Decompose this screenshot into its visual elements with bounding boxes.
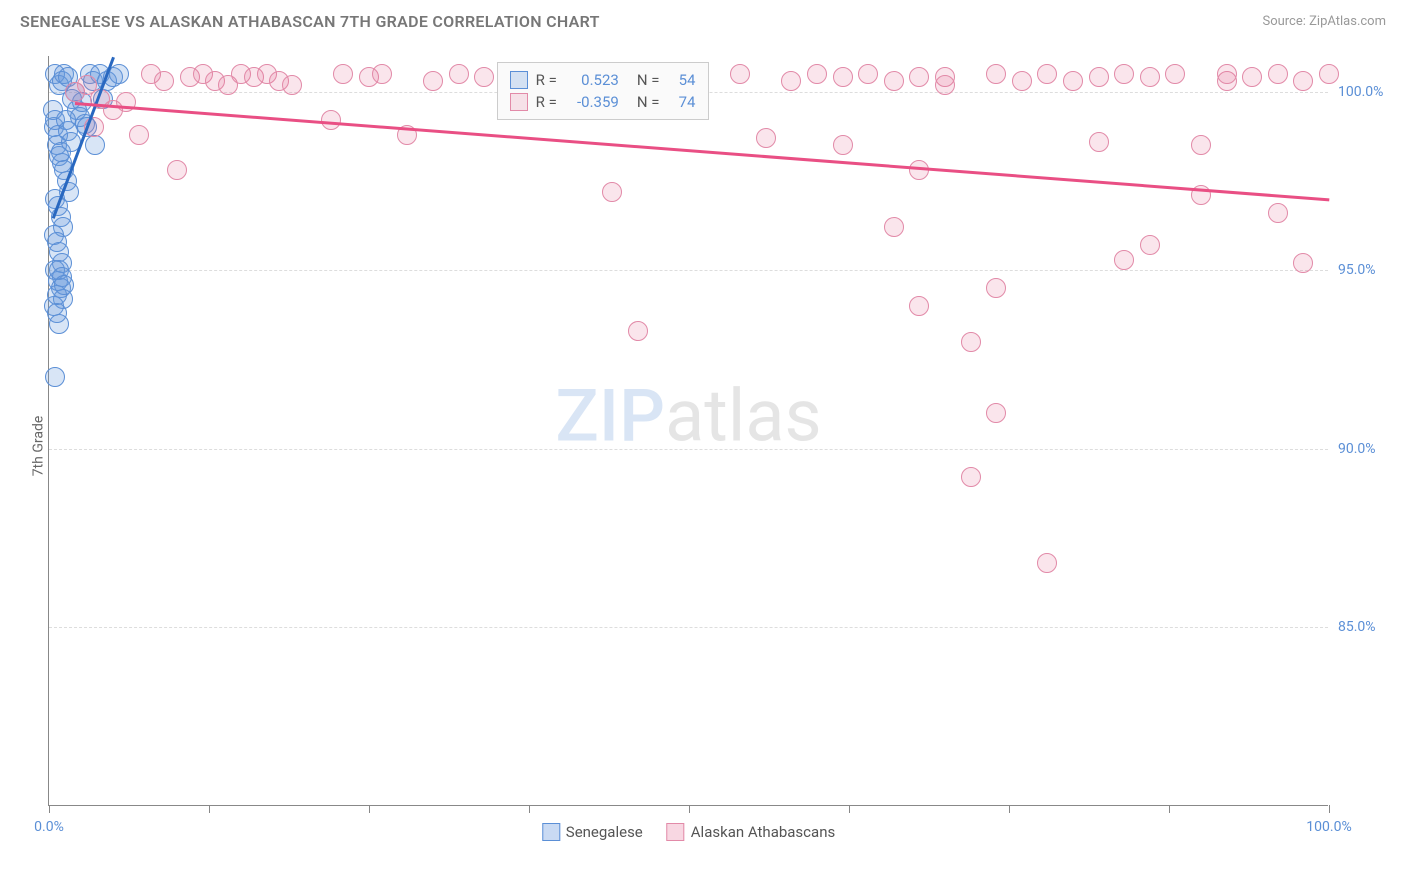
scatter-point <box>884 71 904 91</box>
scatter-point <box>167 160 187 180</box>
scatter-point <box>423 71 443 91</box>
watermark-atlas: atlas <box>665 373 822 458</box>
scatter-point <box>1089 132 1109 152</box>
scatter-point <box>1165 64 1185 84</box>
scatter-point <box>961 467 981 487</box>
x-tick <box>849 805 850 813</box>
legend-label: Alaskan Athabascans <box>691 823 835 841</box>
stats-n-value: 74 <box>668 93 696 111</box>
x-tick <box>1329 805 1330 813</box>
scatter-point <box>1293 71 1313 91</box>
stats-r-label: R = <box>536 71 557 89</box>
scatter-point <box>628 321 648 341</box>
scatter-point <box>109 64 129 84</box>
legend-label: Senegalese <box>566 823 643 841</box>
chart-plot-area: ZIPatlas SenegaleseAlaskan Athabascans 8… <box>48 56 1328 806</box>
scatter-point <box>1037 553 1057 573</box>
y-tick-label: 85.0% <box>1338 619 1398 635</box>
gridline-h <box>49 449 1328 450</box>
x-tick <box>369 805 370 813</box>
stats-r-value: 0.523 <box>565 71 619 89</box>
scatter-point <box>858 64 878 84</box>
stats-n-label: N = <box>637 93 660 111</box>
source-label: Source: ZipAtlas.com <box>1262 14 1386 29</box>
scatter-point <box>1012 71 1032 91</box>
scatter-point <box>1319 64 1339 84</box>
legend-swatch <box>510 71 528 89</box>
scatter-point <box>1293 253 1313 273</box>
scatter-point <box>449 64 469 84</box>
scatter-point <box>1063 71 1083 91</box>
scatter-point <box>282 75 302 95</box>
scatter-point <box>1140 67 1160 87</box>
scatter-point <box>1114 64 1134 84</box>
stats-r-value: -0.359 <box>565 93 619 111</box>
scatter-point <box>602 182 622 202</box>
scatter-point <box>1191 135 1211 155</box>
scatter-point <box>935 75 955 95</box>
scatter-point <box>1089 67 1109 87</box>
scatter-point <box>85 135 105 155</box>
scatter-point <box>45 367 65 387</box>
scatter-point <box>986 403 1006 423</box>
stats-box: R = 0.523 N = 54 R = -0.359 N = 74 <box>497 62 709 120</box>
scatter-point <box>909 67 929 87</box>
legend-item: Senegalese <box>542 823 643 841</box>
x-tick <box>49 805 50 813</box>
stats-n-value: 54 <box>668 71 696 89</box>
x-tick <box>689 805 690 813</box>
scatter-point <box>154 71 174 91</box>
scatter-point <box>756 128 776 148</box>
scatter-point <box>833 135 853 155</box>
chart-legend: Senegalese Alaskan Athabascans <box>542 823 835 841</box>
scatter-point <box>833 67 853 87</box>
scatter-point <box>961 332 981 352</box>
legend-swatch <box>667 823 685 841</box>
scatter-point <box>474 67 494 87</box>
x-tick-label: 0.0% <box>34 819 64 835</box>
scatter-point <box>333 64 353 84</box>
scatter-point <box>781 71 801 91</box>
x-tick-label: 100.0% <box>1306 819 1351 835</box>
x-tick <box>529 805 530 813</box>
scatter-point <box>909 160 929 180</box>
y-tick-label: 95.0% <box>1338 262 1398 278</box>
x-tick <box>1169 805 1170 813</box>
legend-swatch <box>542 823 560 841</box>
scatter-point <box>884 217 904 237</box>
x-tick <box>1009 805 1010 813</box>
scatter-point <box>1114 250 1134 270</box>
stats-n-label: N = <box>637 71 660 89</box>
gridline-h <box>49 627 1328 628</box>
stats-row: R = -0.359 N = 74 <box>510 91 696 113</box>
scatter-point <box>909 296 929 316</box>
scatter-point <box>730 64 750 84</box>
scatter-point <box>1037 64 1057 84</box>
scatter-point <box>1268 203 1288 223</box>
stats-r-label: R = <box>536 93 557 111</box>
legend-swatch <box>510 93 528 111</box>
scatter-point <box>49 314 69 334</box>
y-axis-label: 7th Grade <box>30 416 46 477</box>
scatter-point <box>1242 67 1262 87</box>
legend-item: Alaskan Athabascans <box>667 823 835 841</box>
scatter-point <box>116 92 136 112</box>
y-tick-label: 100.0% <box>1338 84 1398 100</box>
y-tick-label: 90.0% <box>1338 441 1398 457</box>
scatter-point <box>807 64 827 84</box>
stats-row: R = 0.523 N = 54 <box>510 69 696 91</box>
gridline-h <box>49 270 1328 271</box>
scatter-point <box>986 64 1006 84</box>
scatter-point <box>986 278 1006 298</box>
watermark: ZIPatlas <box>555 373 821 458</box>
watermark-zip: ZIP <box>555 373 665 458</box>
scatter-point <box>1268 64 1288 84</box>
scatter-point <box>54 275 74 295</box>
scatter-point <box>129 125 149 145</box>
scatter-point <box>372 64 392 84</box>
chart-title: SENEGALESE VS ALASKAN ATHABASCAN 7TH GRA… <box>20 12 600 31</box>
scatter-point <box>1217 64 1237 84</box>
scatter-point <box>1140 235 1160 255</box>
x-tick <box>209 805 210 813</box>
